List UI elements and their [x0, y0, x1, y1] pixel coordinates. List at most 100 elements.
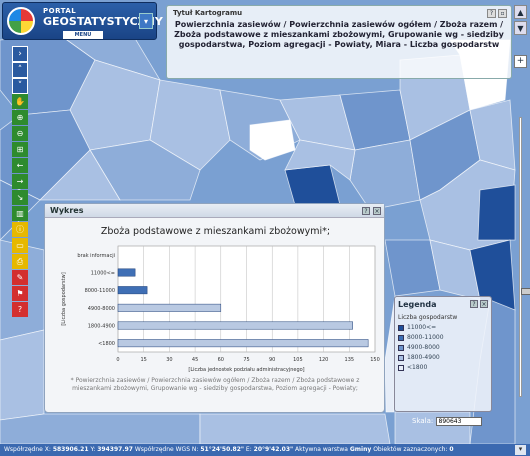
wgs-n-value: 51°24'50.82" [200, 446, 244, 453]
wgs-label: Współrzędne WGS N: [134, 446, 199, 453]
zoom-slider-handle[interactable] [521, 288, 530, 295]
menu-button[interactable]: MENU [63, 31, 103, 39]
x-tick-label: 15 [141, 357, 147, 363]
legend-item: 8000-11000 [398, 334, 488, 341]
active-layer-value: Gminy [349, 446, 372, 453]
logo-line1: PORTAL [43, 7, 77, 15]
x-coord-value: 583906.21 [52, 446, 89, 453]
chart-icon[interactable]: ▥ [12, 206, 28, 221]
y-tick-label: 1800-4900 [88, 324, 115, 330]
legend-label: 1800-4900 [407, 354, 440, 361]
legend-label: 8000-11000 [407, 334, 444, 341]
legend-swatch [398, 364, 404, 371]
portal-logo[interactable]: PORTAL GEOSTATYSTYCZNY MENU ▾ [2, 2, 163, 40]
legend-subtitle: Liczba gospodarstw [398, 314, 458, 321]
legend-item: 1800-4900 [398, 354, 488, 361]
bar [117, 339, 369, 348]
chevron-down-icon[interactable]: ▾ [139, 13, 153, 29]
close-icon[interactable]: × [480, 300, 488, 308]
y-tick-label: 11000<= [91, 271, 115, 277]
flag-icon[interactable]: ⚑ [12, 286, 28, 301]
info-icon[interactable]: ⓘ [12, 222, 28, 237]
export-icon[interactable]: ↘ [12, 190, 28, 205]
zoom-box-icon[interactable]: ⊞ [12, 142, 28, 157]
close-icon[interactable]: × [373, 207, 381, 215]
bar [117, 303, 222, 312]
status-bar: Współrzędne X: 583906.21 Y: 394397.97 Ws… [0, 444, 530, 456]
chart-window: Wykres ? × Zboża podstawowe z mieszankam… [44, 203, 385, 413]
y-axis-label: [Liczba gospodarstw] [61, 272, 67, 325]
cartogram-title-box: Tytuł Kartogramu Powierzchnia zasiewów /… [166, 5, 512, 79]
x-tick-label: 0 [116, 357, 119, 363]
map-toolbar: ✋ ⊕ ⊖ ⊞ ← → ↘ ▥ ⓘ ▭ ⎙ ✎ ⚑? [12, 94, 28, 318]
y-coord-label: Y: [90, 446, 96, 453]
x-coord-label: Współrzędne X: [4, 446, 51, 453]
active-layer-label: Aktywna warstwa [295, 446, 348, 453]
chart-title: Zboża podstawowe z mieszankami zbożowymi… [100, 226, 331, 237]
y-tick-label: <1800 [98, 341, 115, 347]
bar-chart: 0 15 30 45 60 75 90 105 120 135 150 brak informacji… [61, 245, 380, 373]
bar [117, 268, 136, 277]
legend-item: 4900-8000 [398, 344, 488, 351]
cartogram-title: Powierzchnia zasiewów / Powierzchnia zas… [174, 20, 504, 49]
help-icon[interactable]: ? [470, 300, 478, 308]
scale-label: Skala: [412, 417, 434, 425]
zoom-control: + [514, 55, 530, 425]
logo-icon [7, 7, 35, 35]
zoom-out-icon[interactable]: ⊖ [12, 126, 28, 141]
y-tick-label: brak informacji [77, 253, 115, 259]
x-tick-label: 120 [319, 357, 329, 363]
x-axis-label: [Liczba jednostek podziału administracyj… [188, 367, 304, 373]
x-tick-label: 150 [370, 357, 380, 363]
logo-line2: GEOSTATYSTYCZNY [43, 15, 163, 28]
legend-item: 11000<= [398, 324, 488, 331]
y-tick-label: 4900-8000 [88, 306, 115, 312]
chart-window-header[interactable]: Wykres [45, 204, 384, 218]
x-tick-label: 30 [166, 357, 172, 363]
folder-icon[interactable]: ▭ [12, 238, 28, 253]
expand-right-icon[interactable]: › [12, 46, 28, 62]
legend-label: <1800 [407, 364, 428, 371]
help-icon[interactable]: ? [12, 302, 28, 317]
x-tick-label: 135 [345, 357, 355, 363]
legend-item: <1800 [398, 364, 488, 371]
zoom-in-icon[interactable]: ⊕ [12, 110, 28, 125]
bar [117, 286, 148, 295]
selected-objects-label: Obiektów zaznaczonych: [373, 446, 448, 453]
x-tick-label: 75 [243, 357, 249, 363]
scale-control: Skala: [412, 417, 482, 426]
x-tick-label: 105 [293, 357, 303, 363]
expand-down-icon[interactable]: ˅ [12, 78, 28, 94]
legend-panel: Legenda ? × Liczba gospodarstw 11000<= 80… [394, 296, 492, 412]
help-icon[interactable]: ? [362, 207, 370, 215]
help-icon[interactable]: ? [487, 9, 496, 18]
print-icon[interactable]: ⎙ [12, 254, 28, 269]
zoom-slider-track[interactable] [519, 117, 530, 397]
wgs-e-label: E: [245, 446, 252, 453]
scroll-up-icon[interactable]: ▲ [514, 5, 527, 19]
legend-label: 11000<= [407, 324, 437, 331]
expand-up-icon[interactable]: ˄ [12, 62, 28, 78]
legend-title: Legenda [398, 300, 437, 309]
zoom-in-icon[interactable]: + [514, 55, 527, 68]
bar [117, 321, 353, 330]
next-icon[interactable]: → [12, 174, 28, 189]
legend-swatch [398, 334, 404, 341]
y-coord-value: 394397.97 [97, 446, 133, 453]
chart-footnote: * Powierzchnia zasiewów / Powierzchnia z… [70, 377, 360, 392]
x-tick-label: 60 [218, 357, 224, 363]
minimize-icon[interactable]: ▫ [498, 9, 507, 18]
x-tick-label: 90 [269, 357, 275, 363]
legend-label: 4900-8000 [407, 344, 440, 351]
pan-hand-icon[interactable]: ✋ [12, 94, 28, 109]
scale-input[interactable] [435, 417, 482, 426]
wgs-e-value: 20°9'42.03" [253, 446, 294, 453]
legend-swatch [398, 354, 404, 361]
selected-objects-value: 0 [449, 446, 454, 453]
prev-icon[interactable]: ← [12, 158, 28, 173]
scroll-down-icon[interactable]: ▾ [515, 445, 526, 455]
tools-icon[interactable]: ✎ [12, 270, 28, 285]
scroll-down-icon[interactable]: ▼ [514, 21, 527, 35]
legend-swatch [398, 324, 404, 331]
title-label: Tytuł Kartogramu [173, 9, 243, 17]
